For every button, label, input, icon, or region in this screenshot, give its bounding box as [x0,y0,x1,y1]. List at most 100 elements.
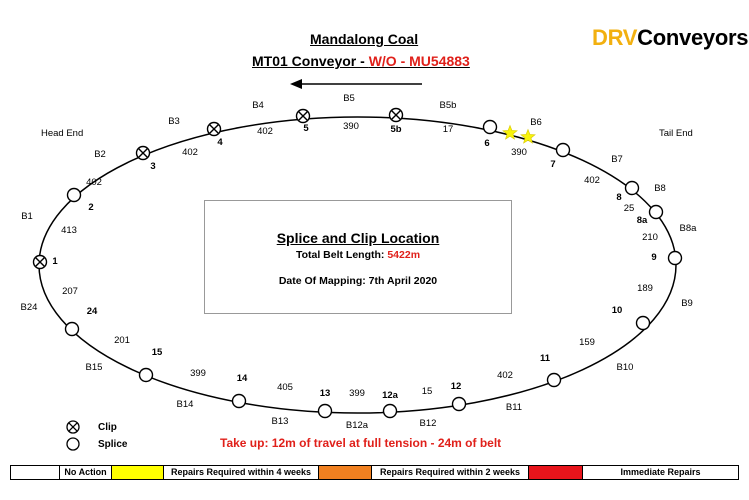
clip-cross [138,148,148,158]
belt-length-value: 5422m [387,249,421,261]
segment-length: 210 [642,232,658,243]
clip-node: 1 [32,254,58,270]
node-id-label: 15 [152,347,163,358]
node-id-label: 4 [217,137,223,148]
company-logo: DRVConveyors [592,25,748,51]
arrow-left-icon [290,79,302,89]
segment-length: 402 [497,370,513,381]
splice-icon [482,119,498,135]
node-id-label: 5b [390,124,401,135]
severity-key: No Action Repairs Required within 4 week… [10,465,739,480]
segment-length: 15 [422,386,433,397]
work-order: W/O - MU54883 [368,53,470,69]
key-label-2-weeks: Repairs Required within 2 weeks [372,466,529,479]
node-id-label: 8 [616,192,621,203]
splice-node: 10 [612,305,651,331]
clip-node: 5 [295,108,311,134]
splice-icon [66,437,80,451]
clip-cross [298,111,308,121]
segment-length: 402 [86,177,102,188]
node-id-label: 24 [87,306,98,317]
belt-label: B12a [346,420,369,431]
belt-length-label: Total Belt Length: [295,249,388,261]
node-id-label: 2 [88,202,93,213]
direction-arrow [290,79,422,89]
splice-icon [451,396,467,412]
clip-cross [391,110,401,120]
segment-length: 201 [114,335,130,346]
splice-icon [624,180,640,196]
legend-clip-label: Clip [98,421,117,433]
splice-node: 8 [616,180,640,203]
belt-label: B6 [530,117,542,128]
belt-label: B5 [343,93,355,104]
segment-length: 207 [62,286,78,297]
node-id-label: 7 [550,159,555,170]
segment-length: 399 [349,388,365,399]
segment-length: 413 [61,225,77,236]
splice-node: 7 [550,142,571,170]
head-end-label: Head End [41,128,83,139]
take-up-note: Take up: 12m of travel at full tension -… [220,436,502,450]
segment-length: 189 [637,283,653,294]
splice-icon [667,250,683,266]
splice-node: 12a [382,390,399,419]
belt-label: B10 [617,362,634,373]
conveyor-name: MT01 Conveyor - [252,53,369,69]
belt-label: B3 [168,116,180,127]
logo-conveyors: Conveyors [637,25,749,50]
clip-cross [35,257,45,267]
splice-icon [317,403,333,419]
node-id-label: 1 [52,256,58,267]
splice-node: 9 [651,250,683,266]
splice-icon [231,393,247,409]
key-swatch-white [11,466,60,479]
splice-node: 2 [66,187,94,213]
belt-label: B11 [506,402,522,413]
belt-label: B24 [21,302,38,313]
clip-node: 3 [135,145,156,172]
splice-node: 11 [540,353,562,388]
splice-node: 12 [451,381,467,412]
segment-length: 399 [190,368,206,379]
belt-label: B12 [420,418,437,429]
info-box: Splice and Clip Location Total Belt Leng… [204,200,512,314]
splice-icon [555,142,571,158]
splice-icon [546,372,562,388]
node-id-label: 10 [612,305,623,316]
belt-label: B1 [21,211,33,222]
splice-icon [382,403,398,419]
key-label-4-weeks: Repairs Required within 4 weeks [164,466,319,479]
node-id-label: 8a [637,215,648,226]
damage-markers [502,124,536,144]
node-id-label: 3 [150,161,155,172]
splice-node: 24 [64,306,98,337]
splice-icon [64,321,80,337]
splice-icon [138,367,154,383]
belt-label: B8 [654,183,666,194]
segment-length: 402 [257,126,273,137]
logo-drv: DRV [592,25,638,50]
splice-node: 6 [482,119,498,149]
clip-node: 5b [388,107,404,135]
node-id-label: 12 [451,381,462,392]
legend-splice: Splice [66,437,127,451]
belt-length-line: Total Belt Length: 5422m [205,249,511,261]
segment-length: 17 [443,124,454,135]
key-swatch-yellow [112,466,164,479]
page-subtitle: MT01 Conveyor - W/O - MU54883 [252,53,470,69]
node-id-label: 13 [320,388,331,399]
belt-label: B13 [272,416,289,427]
segment-length: 159 [579,337,595,348]
segment-length: 390 [511,147,527,158]
node-id-label: 14 [237,373,248,384]
node-id-label: 6 [484,138,489,149]
page-title: Mandalong Coal [310,31,419,47]
key-label-no-action: No Action [60,466,112,479]
belt-label: B15 [86,362,103,373]
belt-labels: B1 B2 B3 B4 B5 B5b B6 B7 B8 B8a B9 B10 B11 B12 B12a B13… [21,93,698,431]
info-box-title: Splice and Clip Location [276,230,440,246]
